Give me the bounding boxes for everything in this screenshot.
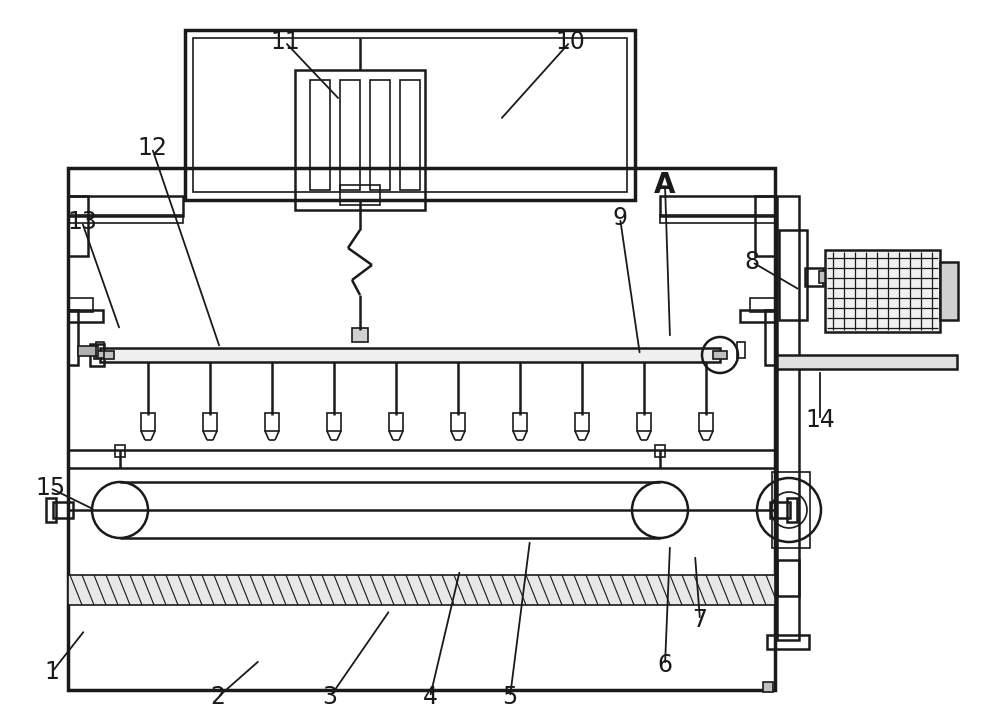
Bar (767, 635, 809, 649)
Bar (389, 413, 403, 431)
Text: A: A (654, 171, 676, 199)
Bar (46, 498, 56, 522)
Bar (777, 560, 799, 640)
Text: 10: 10 (555, 30, 585, 54)
Text: 7: 7 (692, 608, 708, 632)
Bar (90, 344, 104, 366)
Text: 15: 15 (35, 476, 65, 500)
Bar (655, 445, 665, 457)
Bar (400, 80, 420, 190)
Bar (699, 413, 713, 431)
Bar (763, 682, 773, 692)
Bar (660, 215, 775, 223)
Bar (68, 310, 103, 322)
Bar (295, 70, 425, 210)
Bar (825, 250, 940, 332)
Text: 2: 2 (210, 685, 226, 709)
Bar (185, 30, 635, 200)
Bar (68, 168, 775, 690)
Bar (819, 271, 827, 283)
Bar (787, 498, 797, 522)
Bar (770, 502, 790, 518)
Text: 5: 5 (502, 685, 518, 709)
Bar (779, 230, 807, 320)
Bar (575, 413, 589, 431)
Bar (68, 298, 93, 312)
Bar (940, 262, 958, 320)
Bar (96, 342, 104, 358)
Bar (352, 328, 368, 342)
Bar (327, 413, 341, 431)
Bar (115, 445, 125, 457)
Text: 3: 3 (322, 685, 338, 709)
Bar (740, 310, 775, 322)
Bar (713, 351, 727, 359)
Bar (755, 196, 775, 256)
Bar (78, 346, 98, 356)
Bar (68, 310, 78, 365)
Bar (68, 196, 183, 216)
Text: 9: 9 (612, 206, 628, 230)
Bar (765, 310, 775, 365)
Text: 12: 12 (137, 136, 167, 160)
Text: 8: 8 (744, 250, 760, 274)
Text: 14: 14 (805, 408, 835, 432)
Text: 11: 11 (270, 30, 300, 54)
Bar (340, 185, 380, 205)
Bar (660, 196, 775, 216)
Bar (68, 575, 775, 605)
Bar (94, 351, 114, 359)
Bar (193, 38, 627, 192)
Bar (370, 80, 390, 190)
Bar (772, 472, 810, 548)
Bar (777, 355, 957, 369)
Text: 1: 1 (45, 660, 59, 684)
Bar (265, 413, 279, 431)
Bar (100, 348, 720, 362)
Bar (637, 413, 651, 431)
Bar (777, 196, 799, 596)
Bar (68, 196, 88, 256)
Bar (340, 80, 360, 190)
Text: 4: 4 (422, 685, 438, 709)
Text: 13: 13 (67, 210, 97, 234)
Bar (805, 268, 823, 286)
Bar (513, 413, 527, 431)
Bar (451, 413, 465, 431)
Bar (737, 342, 745, 358)
Bar (68, 215, 183, 223)
Text: 6: 6 (658, 653, 672, 677)
Bar (53, 502, 73, 518)
Bar (141, 413, 155, 431)
Bar (750, 298, 775, 312)
Bar (203, 413, 217, 431)
Bar (310, 80, 330, 190)
